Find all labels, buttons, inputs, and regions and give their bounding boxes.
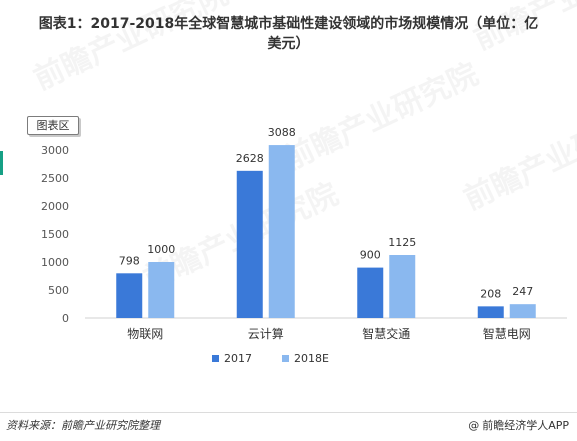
- bar: [509, 304, 536, 318]
- data-label: 1000: [147, 243, 175, 256]
- footer-divider: [0, 412, 577, 413]
- y-tick-label: 1500: [41, 228, 69, 241]
- watermark-text: 前瞻产业研究院: [29, 0, 234, 97]
- y-axis: 0 500 1000 1500 2000 2500 3000: [41, 144, 567, 325]
- chart-area-tag: 图表区: [27, 116, 79, 135]
- legend-label: 2018E: [294, 352, 329, 365]
- legend-swatch: [282, 355, 289, 362]
- data-label: 208: [480, 287, 501, 300]
- data-label: 3088: [268, 126, 296, 139]
- bar: [268, 145, 295, 318]
- x-tick-label: 智慧电网: [483, 326, 531, 341]
- x-tick-label: 云计算: [248, 326, 284, 341]
- y-tick-label: 2000: [41, 200, 69, 213]
- data-label: 900: [360, 249, 381, 262]
- y-tick-label: 1000: [41, 256, 69, 269]
- y-tick-label: 2500: [41, 172, 69, 185]
- y-tick-label: 0: [62, 312, 69, 325]
- bar: [148, 262, 175, 318]
- chart-title: 图表1：2017-2018年全球智慧城市基础性建设领域的市场规模情况（单位：亿 …: [0, 14, 577, 54]
- watermark-layer: 前瞻产业研究院前瞻产业研究院前瞻产业研究院前瞻产业研究院前瞻产业研究院: [29, 0, 577, 297]
- data-label: 247: [512, 285, 533, 298]
- legend: 2017 2018E: [212, 352, 329, 365]
- footer-brand: @ 前瞻经济学人APP: [468, 417, 569, 433]
- y-tick-label: 3000: [41, 144, 69, 157]
- x-axis: 物联网 云计算 智慧交通 智慧电网: [127, 326, 531, 341]
- data-label: 1125: [388, 236, 416, 249]
- bars: [116, 145, 536, 318]
- data-label: 798: [119, 254, 140, 267]
- bar: [389, 255, 416, 318]
- watermark-text: 前瞻产业研究院: [469, 0, 577, 57]
- watermark-text: 前瞻产业研究院: [279, 57, 484, 177]
- x-tick-label: 智慧交通: [362, 326, 410, 341]
- data-label: 2628: [236, 152, 264, 165]
- bar: [236, 170, 263, 318]
- edge-marker: [0, 151, 3, 175]
- x-tick-label: 物联网: [127, 327, 163, 341]
- legend-label: 2017: [224, 352, 252, 365]
- legend-swatch: [212, 355, 219, 362]
- data-labels: 798 1000 2628 3088 900 1125 208 247: [119, 126, 534, 300]
- at-icon: @: [468, 418, 480, 432]
- bar: [116, 273, 143, 318]
- chart-title-line-1: 图表1：2017-2018年全球智慧城市基础性建设领域的市场规模情况（单位：亿: [38, 16, 539, 32]
- chart-title-line-2: 美元）: [267, 36, 310, 52]
- y-tick-label: 500: [48, 284, 69, 297]
- bar: [357, 267, 384, 318]
- footer-source: 资料来源：前瞻产业研究院整理: [6, 419, 160, 432]
- footer-brand-text: 前瞻经济学人APP: [482, 419, 569, 432]
- bar: [477, 306, 504, 318]
- watermark-text: 前瞻产业研究院: [459, 97, 577, 217]
